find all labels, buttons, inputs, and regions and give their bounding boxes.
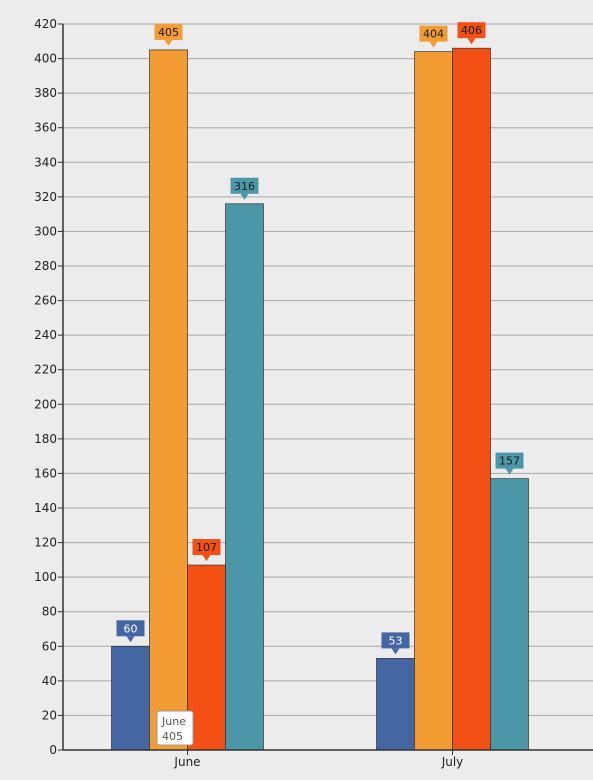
y-tick-label: 20: [42, 708, 57, 722]
data-label-pointer: [202, 555, 211, 562]
data-label-box: [192, 539, 221, 556]
data-label: 316: [234, 180, 255, 193]
data-label-pointer: [126, 636, 135, 643]
bar-july-series-2[interactable]: [414, 51, 453, 751]
bar-july-series-1[interactable]: [376, 658, 415, 751]
y-tick-label: 180: [34, 432, 57, 446]
data-label: 405: [158, 26, 179, 39]
x-tick-label: June: [173, 755, 200, 769]
data-label-box: [381, 632, 410, 649]
y-tick-label: 240: [34, 328, 57, 342]
bar-june-series-1[interactable]: [111, 645, 150, 751]
bar-july-series-3[interactable]: [452, 47, 491, 751]
y-tick-label: 320: [34, 190, 57, 204]
data-label-pointer: [240, 193, 249, 200]
y-axis-tick-labels: 0 20 40 60 80 100 120 140 160 180 200 220 240 260 280 3…: [34, 17, 63, 757]
y-tick-label: 220: [34, 363, 57, 377]
y-tick-label: 40: [42, 674, 57, 688]
y-tick-label: 160: [34, 466, 57, 480]
y-tick-label: 420: [34, 17, 57, 31]
data-label: 406: [461, 24, 482, 37]
tooltip-value: 405: [162, 730, 183, 743]
data-label: 404: [423, 28, 444, 41]
y-tick-label: 360: [34, 121, 57, 135]
data-label-pointer: [391, 648, 400, 655]
y-tick-label: 300: [34, 224, 57, 238]
data-label-box: [154, 23, 183, 40]
data-label: 157: [499, 455, 520, 468]
data-label-pointer: [429, 41, 438, 48]
data-label-box: [419, 25, 448, 42]
data-label: 60: [124, 622, 138, 635]
data-label-box: [116, 620, 145, 637]
y-tick-label: 100: [34, 570, 57, 584]
y-tick-label: 380: [34, 86, 57, 100]
y-tick-label: 140: [34, 501, 57, 515]
y-tick-label: 200: [34, 397, 57, 411]
data-label-pointer: [505, 468, 514, 475]
data-label-box: [457, 22, 486, 39]
y-tick-label: 120: [34, 536, 57, 550]
y-tick-label: 400: [34, 52, 57, 66]
y-tick-label: 60: [42, 639, 57, 653]
bar-july-series-4[interactable]: [490, 478, 529, 751]
x-tick-label: July: [441, 755, 464, 769]
bar-june-series-4[interactable]: [225, 203, 264, 751]
bar-june-series-3[interactable]: [187, 564, 226, 751]
data-label: 107: [196, 541, 217, 554]
tooltip-box: [156, 710, 194, 746]
bar-june-series-2[interactable]: [149, 49, 188, 751]
data-label-box: [230, 177, 259, 194]
y-tick-label: 0: [49, 743, 57, 757]
x-axis-tick-labels: June July: [173, 750, 463, 769]
y-tick-label: 340: [34, 155, 57, 169]
y-tick-label: 280: [34, 259, 57, 273]
y-tick-label: 260: [34, 294, 57, 308]
data-labels: 60 405 107 316 53 404 406 157: [116, 22, 524, 655]
y-tick-label: 80: [42, 605, 57, 619]
data-label-pointer: [164, 39, 173, 46]
tooltip: June 405: [156, 710, 194, 746]
data-label: 53: [389, 634, 403, 647]
data-label-box: [495, 452, 524, 469]
bar-marks[interactable]: [111, 47, 529, 751]
tooltip-category: June: [161, 715, 186, 728]
data-label-pointer: [467, 38, 476, 45]
